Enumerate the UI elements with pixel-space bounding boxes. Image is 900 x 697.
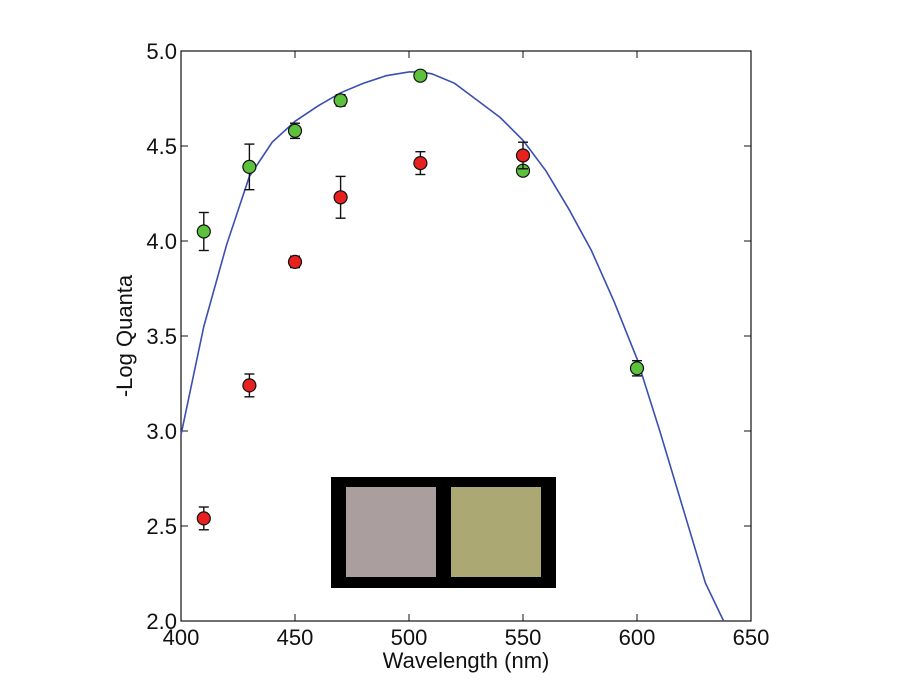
inset-swatch-right xyxy=(451,487,541,577)
data-markers xyxy=(196,68,645,531)
x-axis-title: Wavelength (nm) xyxy=(383,648,550,673)
data-point xyxy=(242,159,257,174)
data-point xyxy=(196,224,211,239)
color-swatch-inset xyxy=(331,477,556,588)
data-point xyxy=(515,148,531,163)
y-axis-title: -Log Quanta xyxy=(112,274,137,397)
data-point xyxy=(333,93,348,108)
y-axis-ticks: 2.0 2.5 3.0 3.5 4.0 4.5 5.0 xyxy=(146,39,751,634)
x-tick-label: 500 xyxy=(391,625,428,650)
y-tick-label: 5.0 xyxy=(146,39,177,64)
y-tick-label: 3.5 xyxy=(146,324,177,349)
x-tick-label: 600 xyxy=(619,625,656,650)
x-tick-label: 450 xyxy=(277,625,314,650)
x-tick-label: 650 xyxy=(733,625,770,650)
y-tick-label: 4.5 xyxy=(146,134,177,159)
y-tick-label: 2.5 xyxy=(146,514,177,539)
y-tick-label: 3.0 xyxy=(146,419,177,444)
data-point xyxy=(196,511,211,526)
x-axis-ticks: 400 450 500 550 600 650 xyxy=(163,51,770,650)
data-point xyxy=(413,68,428,83)
fit-curve-line xyxy=(180,71,725,622)
data-point xyxy=(629,361,645,376)
x-tick-label: 550 xyxy=(505,625,542,650)
inset-swatch-left xyxy=(346,487,436,577)
data-point xyxy=(413,156,428,171)
y-tick-label: 2.0 xyxy=(146,609,177,634)
x-tick-label: 400 xyxy=(163,625,200,650)
data-point xyxy=(287,254,303,269)
y-tick-label: 4.0 xyxy=(146,229,177,254)
data-point xyxy=(333,190,348,205)
data-point xyxy=(242,378,257,393)
data-point xyxy=(287,123,303,138)
